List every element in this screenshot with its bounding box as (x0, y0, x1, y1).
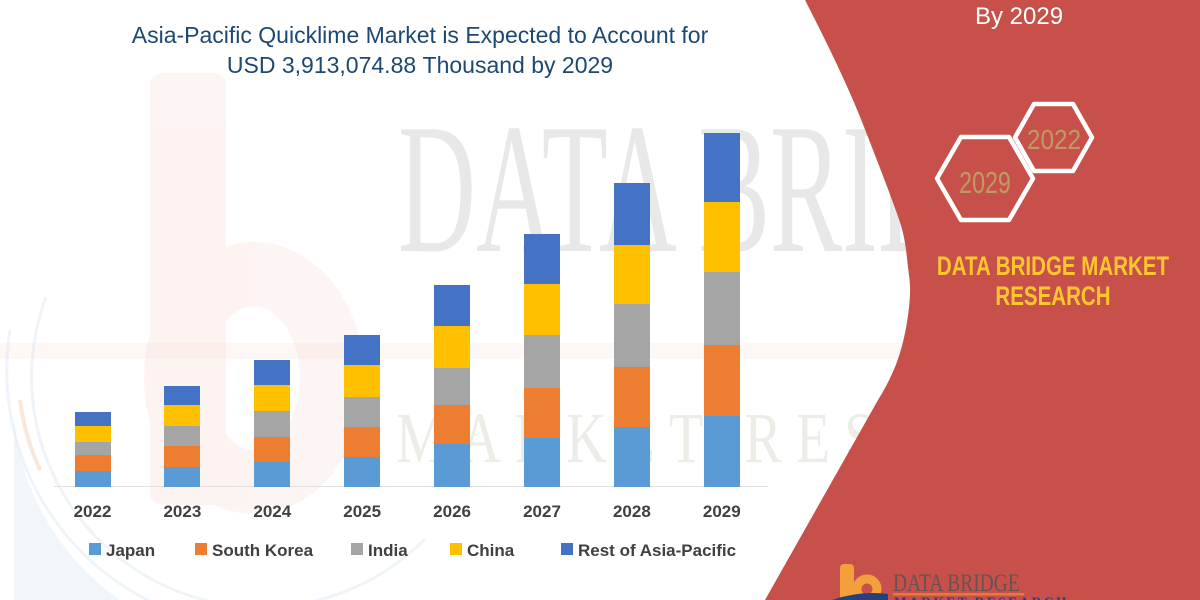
svg-text:DATA BRIDGE: DATA BRIDGE (893, 569, 1020, 597)
svg-text:MARKET RESEARCH: MARKET RESEARCH (894, 595, 1069, 600)
